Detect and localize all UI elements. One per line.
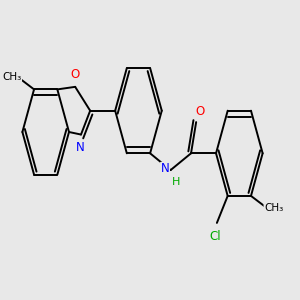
Text: N: N <box>161 162 170 176</box>
Text: Cl: Cl <box>210 230 221 243</box>
Text: N: N <box>76 141 85 154</box>
Text: O: O <box>70 68 80 81</box>
Text: H: H <box>172 177 180 187</box>
Text: O: O <box>195 105 204 118</box>
Text: CH₃: CH₃ <box>2 72 22 82</box>
Text: CH₃: CH₃ <box>264 203 283 213</box>
